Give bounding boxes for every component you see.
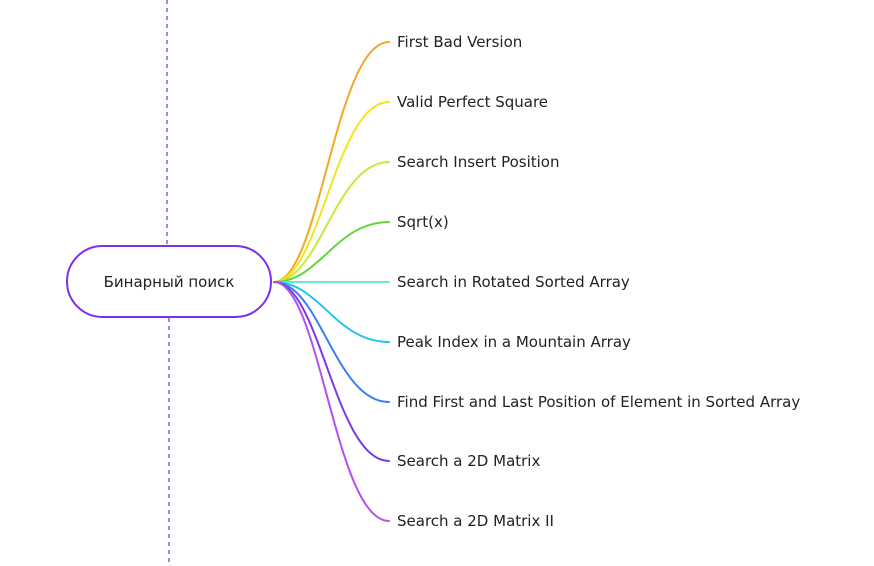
branch-connector-0 [273, 41, 390, 283]
branch-connector-5 [273, 281, 390, 343]
branch-node-search-insert-position[interactable]: Search Insert Position [397, 153, 560, 171]
branch-connector-6 [273, 281, 390, 403]
branch-connectors [273, 41, 390, 522]
branch-connector-3 [273, 221, 390, 283]
branch-node-search-2d-matrix[interactable]: Search a 2D Matrix [397, 452, 541, 470]
branch-connector-2 [273, 161, 390, 283]
branch-connector-8 [273, 281, 390, 522]
branch-node-sqrt[interactable]: Sqrt(x) [397, 213, 449, 231]
branch-node-find-first-last-position[interactable]: Find First and Last Position of Element … [397, 393, 801, 411]
branch-node-valid-perfect-square[interactable]: Valid Perfect Square [397, 93, 549, 111]
root-node-label: Бинарный поиск [103, 272, 235, 291]
branch-node-first-bad-version[interactable]: First Bad Version [397, 33, 523, 51]
branch-node-search-2d-matrix-ii[interactable]: Search a 2D Matrix II [397, 512, 554, 530]
branch-node-search-rotated-sorted-array[interactable]: Search in Rotated Sorted Array [397, 273, 630, 291]
branch-connector-1 [273, 101, 390, 283]
root-node[interactable]: Бинарный поиск [66, 245, 272, 318]
branch-connector-7 [273, 281, 390, 462]
branch-node-peak-index-mountain-array[interactable]: Peak Index in a Mountain Array [397, 333, 631, 351]
